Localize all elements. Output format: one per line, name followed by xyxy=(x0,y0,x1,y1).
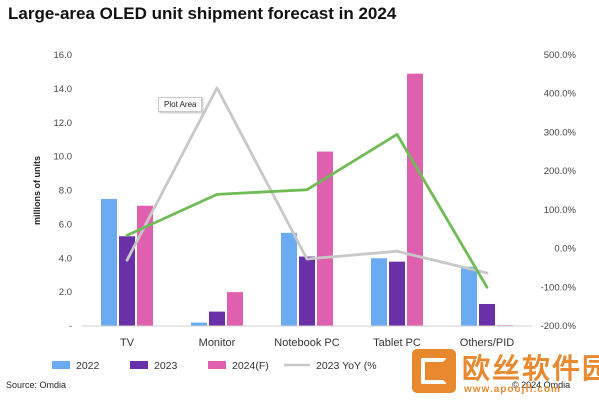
x-tick-label: Monitor xyxy=(199,337,236,349)
bar-2023 xyxy=(479,303,495,326)
watermark-icon xyxy=(412,349,456,393)
x-tick-label: Tablet PC xyxy=(373,337,421,349)
y2-tick-label: 300.0% xyxy=(544,127,577,138)
y2-tick-label: 100.0% xyxy=(544,205,577,216)
legend-label: 2022 xyxy=(76,360,100,372)
y-tick-label: 8.0 xyxy=(59,186,72,197)
y-axis-title: millions of units xyxy=(32,156,42,225)
y2-tick-label: 0.0% xyxy=(554,244,576,255)
bar-2022 xyxy=(461,266,477,326)
legend-swatch xyxy=(130,361,148,369)
bar-2023 xyxy=(119,236,135,326)
x-tick-label: Others/PID xyxy=(460,337,514,349)
bar-2024f xyxy=(317,151,333,326)
bar-2023 xyxy=(299,256,315,326)
x-tick-label: TV xyxy=(120,337,135,349)
legend-label: 2024(F) xyxy=(232,360,269,372)
watermark-text: 欧丝软件园 xyxy=(462,353,599,384)
line-2024-yoy xyxy=(125,132,489,289)
y-tick-label: 6.0 xyxy=(59,219,72,230)
bar-2024f xyxy=(227,292,243,326)
y2-tick-label: -200.0% xyxy=(541,321,577,332)
x-tick-label: Notebook PC xyxy=(274,337,339,349)
y2-tick-label: 400.0% xyxy=(544,89,577,100)
watermark-url: www.apoojfl.com xyxy=(464,384,561,395)
watermark-logo: 欧丝软件园 www.apoojfl.com xyxy=(412,347,599,399)
bar-2023 xyxy=(209,311,225,326)
legend-swatch xyxy=(52,361,70,369)
legend-label: 2023 YoY (% xyxy=(316,360,377,372)
bar-2022 xyxy=(191,322,207,326)
line-2023-yoy xyxy=(125,86,489,275)
y2-tick-label: 500.0% xyxy=(544,50,577,61)
legend-swatch xyxy=(208,361,226,369)
bar-2023 xyxy=(389,261,405,326)
y2-tick-label: -100.0% xyxy=(541,282,577,293)
bar-2024f xyxy=(407,73,423,326)
y-tick-label: 4.0 xyxy=(59,253,72,264)
copyright-note: © 2024 Omdia xyxy=(512,380,571,390)
legend-label: 2023 xyxy=(154,360,178,372)
y-tick-label: 12.0 xyxy=(54,118,73,129)
bar-2022 xyxy=(371,258,387,326)
source-note: Source: Omdia xyxy=(6,380,67,390)
y-tick-label: 14.0 xyxy=(54,84,73,95)
y-tick-label: 10.0 xyxy=(54,152,73,163)
y-tick-label: 16.0 xyxy=(54,50,73,61)
bar-2022 xyxy=(101,198,117,326)
bar-2022 xyxy=(281,232,297,326)
plot-area-tooltip: Plot Area xyxy=(158,97,203,112)
y-tick-label: 2.0 xyxy=(59,287,72,298)
y2-tick-label: 200.0% xyxy=(544,166,577,177)
y-tick-label: - xyxy=(69,321,72,332)
chart-title: Large-area OLED unit shipment forecast i… xyxy=(8,4,397,23)
